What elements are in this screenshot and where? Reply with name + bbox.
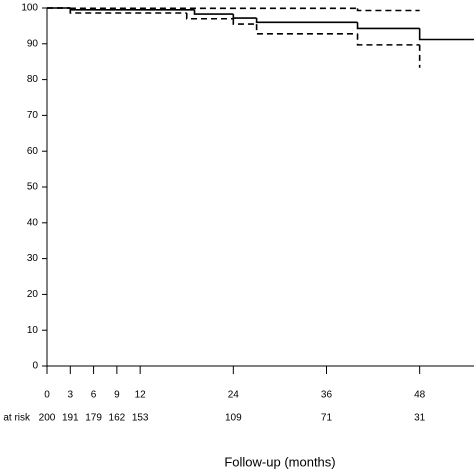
- x-axis-title: Follow-up (months): [224, 454, 335, 469]
- y-tick-label: 90: [27, 38, 39, 49]
- step-segment: [193, 9, 234, 15]
- x-tick-label: 24: [228, 390, 240, 401]
- at-risk-count: 191: [62, 413, 79, 424]
- y-tick-label: 70: [27, 110, 39, 121]
- step-segment: [232, 18, 257, 25]
- y-tick-label: 50: [27, 182, 39, 193]
- y-tick-label: 80: [27, 74, 39, 85]
- step-segment: [356, 22, 420, 30]
- at-risk-count: 31: [414, 413, 426, 424]
- at-risk-count: 179: [85, 413, 102, 424]
- at-risk-count: 200: [39, 413, 56, 424]
- x-tick-label: 48: [414, 390, 426, 401]
- x-tick-label: 0: [44, 390, 50, 401]
- step-segment: [69, 8, 187, 14]
- y-tick-label: 0: [32, 361, 38, 372]
- at-risk-count: 162: [109, 413, 126, 424]
- step-segment: [255, 24, 358, 35]
- x-tick-label: 6: [91, 390, 97, 401]
- y-tick-label: 10: [27, 325, 39, 336]
- step-segment: [356, 8, 420, 12]
- step-segment: [356, 33, 420, 46]
- step-segment: [255, 18, 358, 24]
- x-tick-label: 3: [68, 390, 74, 401]
- y-tick-label: 100: [21, 3, 38, 14]
- x-tick-label: 36: [321, 390, 333, 401]
- at-risk-count: 109: [225, 413, 242, 424]
- step-segment: [185, 13, 234, 20]
- step-segment: [418, 28, 474, 41]
- x-tick-label: 9: [114, 390, 120, 401]
- y-tick-label: 20: [27, 289, 39, 300]
- step-segment: [232, 14, 257, 19]
- x-tick-label: 12: [135, 390, 147, 401]
- y-tick-label: 40: [27, 217, 39, 228]
- y-tick-label: 30: [27, 253, 39, 264]
- at-risk-count: 71: [321, 413, 333, 424]
- at-risk-count: 153: [132, 413, 149, 424]
- y-tick-label: 60: [27, 146, 39, 157]
- at-risk-label: at risk: [3, 413, 31, 424]
